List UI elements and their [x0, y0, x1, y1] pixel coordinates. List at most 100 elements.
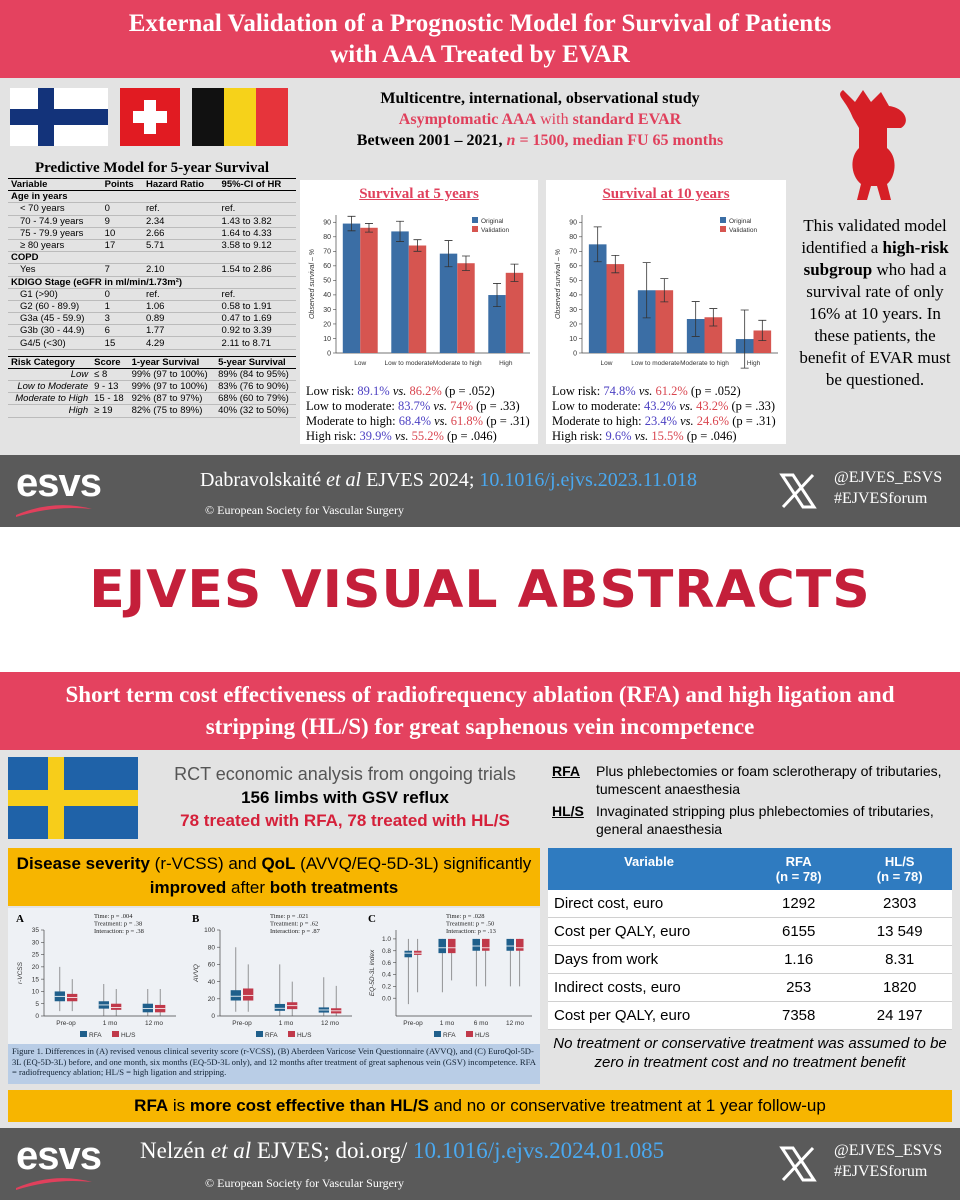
text: vs. — [631, 429, 652, 443]
predictive-table: Variable Points Hazard Ratio 95%-CI of HR Ag… — [8, 177, 296, 350]
definition: HL/S Invaginated stripping plus phlebecto… — [552, 802, 952, 838]
emphasis: more cost effective than HL/S — [189, 1096, 429, 1115]
y-tick-label: 100 — [204, 927, 215, 934]
section-cell: COPD — [8, 251, 296, 265]
cell: 75 - 79.9 years — [8, 227, 102, 240]
error-bar — [642, 262, 651, 319]
handle: @EJVES_ESVS — [834, 469, 943, 486]
text: (p = .046) — [443, 429, 497, 443]
text: (p = .052) — [687, 384, 741, 398]
header-row: Variable RFA (n = 78) HL/S (n = 78) — [548, 848, 952, 890]
legend-swatch — [288, 1031, 295, 1037]
y-tick-label: 30 — [323, 307, 331, 314]
cell: 7 — [101, 263, 143, 277]
text: vs. — [635, 384, 656, 398]
x-tick-label: Pre-op — [232, 1020, 252, 1027]
x-tick-label: 12 mo — [145, 1020, 163, 1027]
legend-label: RFA — [265, 1032, 278, 1039]
cell: 1 — [101, 300, 143, 314]
legend-swatch — [466, 1031, 473, 1037]
box — [516, 938, 524, 951]
cell: 1.06 — [142, 300, 219, 314]
results: Low risk: 89.1% vs. 86.2% (p = .052) Low … — [300, 384, 538, 444]
cell: 2.34 — [142, 215, 219, 228]
legend-swatch — [472, 217, 478, 223]
y-tick-label: 10 — [323, 336, 331, 343]
header-cell: 95%-CI of HR — [218, 177, 296, 192]
text: 86.2% — [409, 384, 442, 398]
box — [448, 938, 456, 954]
cell: 40% (32 to 50%) — [215, 404, 296, 418]
y-tick-label: 40 — [323, 292, 331, 299]
cell: G3a (45 - 59.9) — [8, 312, 102, 326]
y-tick-label: 0.8 — [382, 948, 391, 955]
cell: 15 — [101, 336, 143, 350]
error-bar — [510, 263, 519, 282]
cell: 92% (87 to 97%) — [128, 392, 216, 406]
text: who had a survival rate of only 16% at 1… — [799, 260, 951, 389]
y-axis-label: r-VCSS — [17, 961, 24, 984]
figure: A Time: p = .004 Treatment: p = .38 Interac… — [8, 908, 540, 1084]
panel-letter: C — [368, 913, 376, 925]
bar — [342, 223, 361, 353]
legend-label: Original — [481, 218, 504, 225]
error-bar — [709, 308, 718, 327]
text: 9.6% — [605, 429, 632, 443]
stats: Time: p = .028 — [446, 913, 484, 920]
cell: 9 - 13 — [91, 380, 129, 394]
doi-link[interactable]: 10.1016/j.ejvs.2023.11.018 — [479, 469, 698, 491]
error-bar — [413, 239, 422, 252]
logo-swoosh — [16, 505, 92, 517]
term: RFA — [552, 763, 580, 779]
y-tick-label: 70 — [323, 249, 331, 256]
x-tick-label: Moderate to high — [433, 360, 482, 367]
text: (p = .052) — [441, 384, 495, 398]
x-tick-label: Low to moderate — [385, 360, 434, 367]
stats: Treatment: p = .62 — [270, 921, 318, 928]
logo: esvs — [16, 461, 102, 505]
citation: Dabravolskaité et al EJVES 2024; 10.1016… — [200, 469, 697, 492]
header-row: Risk Category Score 1-year Survival 5-year … — [8, 355, 296, 369]
y-tick-label: 50 — [569, 278, 577, 285]
text: (AVVQ/EQ-5D-3L) significantly — [295, 854, 532, 873]
text: 68.4% — [398, 414, 431, 428]
bar — [753, 330, 772, 353]
text: 23.4% — [644, 414, 677, 428]
table-title: Predictive Model for 5-year Survival — [34, 160, 270, 176]
cell: 4.29 — [142, 336, 219, 350]
abstract-1-title: External Validation of a Prognostic Mode… — [0, 0, 960, 78]
row: Cost per QALY, euro 6155 13 549 — [548, 917, 952, 946]
text: Low risk: — [552, 384, 604, 398]
box — [243, 988, 254, 1001]
text: vs. — [391, 429, 412, 443]
cell: 68% (60 to 79%) — [215, 392, 296, 406]
study-line: Asymptomatic AAA with standard EVAR — [300, 109, 780, 130]
cell: Indirect costs, euro — [548, 973, 750, 1002]
x-tick-label: High — [499, 360, 513, 367]
cell: ≥ 80 years — [8, 239, 102, 253]
text: Low to moderate: — [552, 399, 644, 413]
header-cell: Variable — [548, 848, 750, 890]
cell: 2.11 to 8.71 — [218, 336, 296, 350]
y-axis-label: Observed survival – % — [555, 249, 562, 319]
y-tick-label: 35 — [32, 927, 40, 934]
social: @EJVES_ESVS #EJVESforum — [834, 467, 942, 509]
emphasis: Asymptomatic AAA — [398, 111, 537, 128]
doi-link[interactable]: 10.1016/j.ejvs.2024.01.085 — [413, 1138, 665, 1163]
y-tick-label: 0.4 — [382, 972, 391, 979]
row: 75 - 79.9 years 10 2.66 1.64 to 4.33 — [8, 227, 296, 240]
y-tick-label: 40 — [569, 292, 577, 299]
row: High ≥ 19 82% (75 to 89%) 40% (32 to 50%) — [8, 404, 296, 418]
y-tick-label: 60 — [208, 962, 216, 969]
x-tick-label: Moderate to high — [680, 360, 729, 367]
y-tick-label: 80 — [323, 234, 331, 241]
text: and no or conservative treatment at 1 ye… — [428, 1096, 826, 1115]
row: Indirect costs, euro 253 1820 — [548, 973, 952, 1002]
cell: 3.58 to 9.12 — [218, 239, 296, 253]
text: Moderate to high: — [306, 414, 399, 428]
text: vs. — [430, 399, 451, 413]
text: = 1500, median FU 65 months — [515, 132, 724, 149]
text: (p = .33) — [728, 399, 776, 413]
text: et al — [326, 469, 362, 491]
text: 43.2% — [644, 399, 677, 413]
